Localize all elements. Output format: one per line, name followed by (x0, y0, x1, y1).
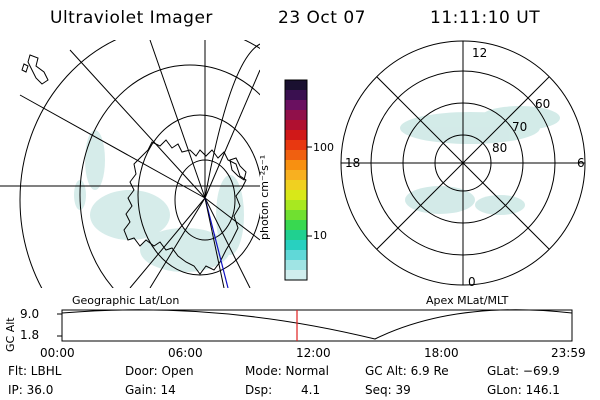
altitude-xtick-1800: 18:00 (424, 346, 459, 360)
date-label: 23 Oct 07 (278, 8, 366, 28)
dsp-value: 4.1 (301, 383, 321, 397)
altitude-ytick-9: 9.0 (20, 307, 40, 321)
colorbar-segment (285, 190, 307, 201)
altitude-ytick-1-8: 1.8 (20, 328, 40, 342)
geographic-map (0, 40, 260, 288)
colorbar-segment (285, 200, 307, 211)
colorbar-segment (285, 130, 307, 141)
mlt-label-12: 12 (472, 46, 488, 60)
ip-readout: IP: 36.0 (8, 383, 54, 397)
time-label: 11:11:10 UT (430, 8, 541, 28)
orbit-track (204, 197, 229, 288)
mlat-label-70: 70 (512, 120, 528, 134)
colorbar-segment (285, 100, 307, 111)
altitude-plot (57, 309, 573, 342)
mlat-label-60: 60 (535, 97, 551, 111)
colorbar-segment (285, 180, 307, 191)
colorbar (285, 80, 307, 281)
colorbar-segment (285, 220, 307, 231)
colorbar-segment (285, 240, 307, 251)
colorbar-segment (285, 170, 307, 181)
colorbar-segment (285, 110, 307, 121)
colorbar-segment (285, 230, 307, 241)
gain-readout: Gain: 14 (125, 383, 176, 397)
altitude-xtick-0000: 00:00 (40, 346, 75, 360)
mlt-label-18: 18 (345, 156, 361, 170)
instrument-title: Ultraviolet Imager (50, 8, 213, 28)
colorbar-segment (285, 250, 307, 261)
apex-projection-label: Apex MLat/MLT (426, 294, 509, 307)
colorbar-segment (285, 90, 307, 101)
mlat-label-80: 80 (492, 141, 508, 155)
altitude-ylabel: GC Alt (4, 317, 17, 352)
glon-readout: GLon: 146.1 (487, 383, 560, 397)
altitude-xtick-1200: 12:00 (296, 346, 331, 360)
colorbar-segment (285, 260, 307, 271)
altitude-xtick-0600: 06:00 (168, 346, 203, 360)
colorbar-segment (285, 160, 307, 171)
gc-alt-readout: GC Alt: 6.9 Re (365, 364, 449, 378)
mlt-label-0: 0 (468, 275, 476, 289)
colorbar-segment (285, 140, 307, 151)
mlt-label-6: 6 (577, 156, 585, 170)
glat-readout: GLat: −69.9 (487, 364, 560, 378)
colorbar-unit-label: photon cm⁻²s⁻¹ (258, 154, 271, 240)
mode-readout: Mode: Normal (245, 364, 329, 378)
colorbar-tick-100: 100 (313, 141, 334, 154)
coastline (21, 54, 247, 275)
colorbar-segment (285, 210, 307, 221)
colorbar-tick-10: 10 (313, 229, 327, 242)
colorbar-segment (285, 270, 307, 281)
colorbar-segment (285, 120, 307, 131)
seq-readout: Seq: 39 (365, 383, 411, 397)
geographic-projection-label: Geographic Lat/Lon (72, 294, 180, 307)
dsp-label: Dsp: (245, 383, 273, 397)
colorbar-segment (285, 80, 307, 91)
door-readout: Door: Open (125, 364, 194, 378)
altitude-xtick-2359: 23:59 (551, 346, 586, 360)
colorbar-segment (285, 150, 307, 161)
mlat-mlt-map (340, 40, 586, 286)
aurora-haze-right (400, 106, 560, 215)
filter-readout: Flt: LBHL (8, 364, 62, 378)
